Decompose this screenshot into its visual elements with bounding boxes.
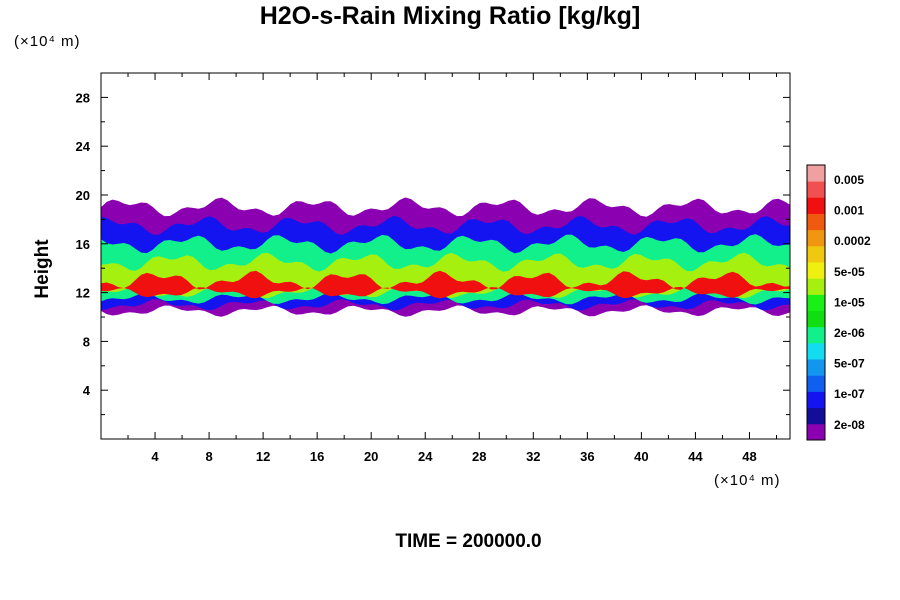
y-axis-unit: (×10⁴ m) <box>14 33 81 50</box>
x-tick-label: 36 <box>580 449 594 464</box>
x-tick-label: 32 <box>526 449 540 464</box>
x-tick-label: 28 <box>472 449 486 464</box>
colorbar-frame <box>806 164 826 441</box>
x-tick-label: 4 <box>151 449 159 464</box>
x-tick-label: 48 <box>742 449 756 464</box>
x-axis: 4 8 12 16 20 24 28 32 36 40 44 48 <box>127 73 777 464</box>
colorbar-swatch <box>807 375 825 392</box>
colorbar-swatch <box>807 213 825 231</box>
colorbar-label: 5e-07 <box>834 357 865 371</box>
colorbar-swatch <box>807 423 825 441</box>
y-tick-label: 8 <box>83 334 90 349</box>
colorbar-swatch <box>807 326 825 344</box>
chart-title: H2O-s-Rain Mixing Ratio [kg/kg] <box>259 2 641 30</box>
colorbar-swatch <box>807 310 825 328</box>
colorbar-label: 0.001 <box>834 204 864 218</box>
colorbar: 0.005 0.001 0.0002 5e-05 1e-05 2e-06 5e-07 1e-0… <box>806 164 871 441</box>
colorbar-swatch <box>807 294 825 311</box>
colorbar-swatch <box>807 342 825 360</box>
colorbar-label: 1e-07 <box>834 387 865 401</box>
colorbar-swatch <box>807 197 825 214</box>
colorbar-label: 1e-05 <box>834 295 865 309</box>
colorbar-swatch <box>807 229 825 247</box>
x-tick-label: 12 <box>256 449 270 464</box>
colorbar-label: 2e-06 <box>834 326 865 340</box>
colorbar-swatch <box>807 262 825 279</box>
plot-frame <box>100 72 791 440</box>
colorbar-label: 0.005 <box>834 173 864 187</box>
rain-field <box>101 197 790 317</box>
y-tick-label: 24 <box>76 139 91 154</box>
time-label: TIME = 200000.0 <box>395 531 542 552</box>
colorbar-label: 0.0002 <box>834 234 871 248</box>
y-tick-label: 4 <box>83 383 91 398</box>
x-axis-unit: (×10⁴ m) <box>714 472 781 489</box>
x-tick-label: 16 <box>310 449 324 464</box>
colorbar-swatch <box>807 407 825 425</box>
x-tick-label: 20 <box>364 449 378 464</box>
y-tick-label: 28 <box>76 90 90 105</box>
colorbar-swatch <box>807 245 825 263</box>
colorbar-label: 2e-08 <box>834 418 865 432</box>
field-band <box>101 270 790 299</box>
x-tick-label: 8 <box>205 449 212 464</box>
y-tick-label: 12 <box>76 286 90 301</box>
colorbar-swatch <box>807 165 825 182</box>
x-tick-label: 24 <box>418 449 433 464</box>
colorbar-swatch <box>807 278 825 295</box>
y-tick-label: 16 <box>76 237 90 252</box>
y-tick-label: 20 <box>76 188 90 203</box>
x-tick-label: 44 <box>688 449 703 464</box>
colorbar-swatch <box>807 181 825 198</box>
colorbar-swatch <box>807 391 825 409</box>
y-axis: 4 8 12 16 20 24 28 <box>76 90 790 416</box>
colorbar-swatch <box>807 359 825 376</box>
field-layer-0.001 <box>101 270 790 299</box>
colorbar-label: 5e-05 <box>834 265 865 279</box>
x-tick-label: 40 <box>634 449 648 464</box>
